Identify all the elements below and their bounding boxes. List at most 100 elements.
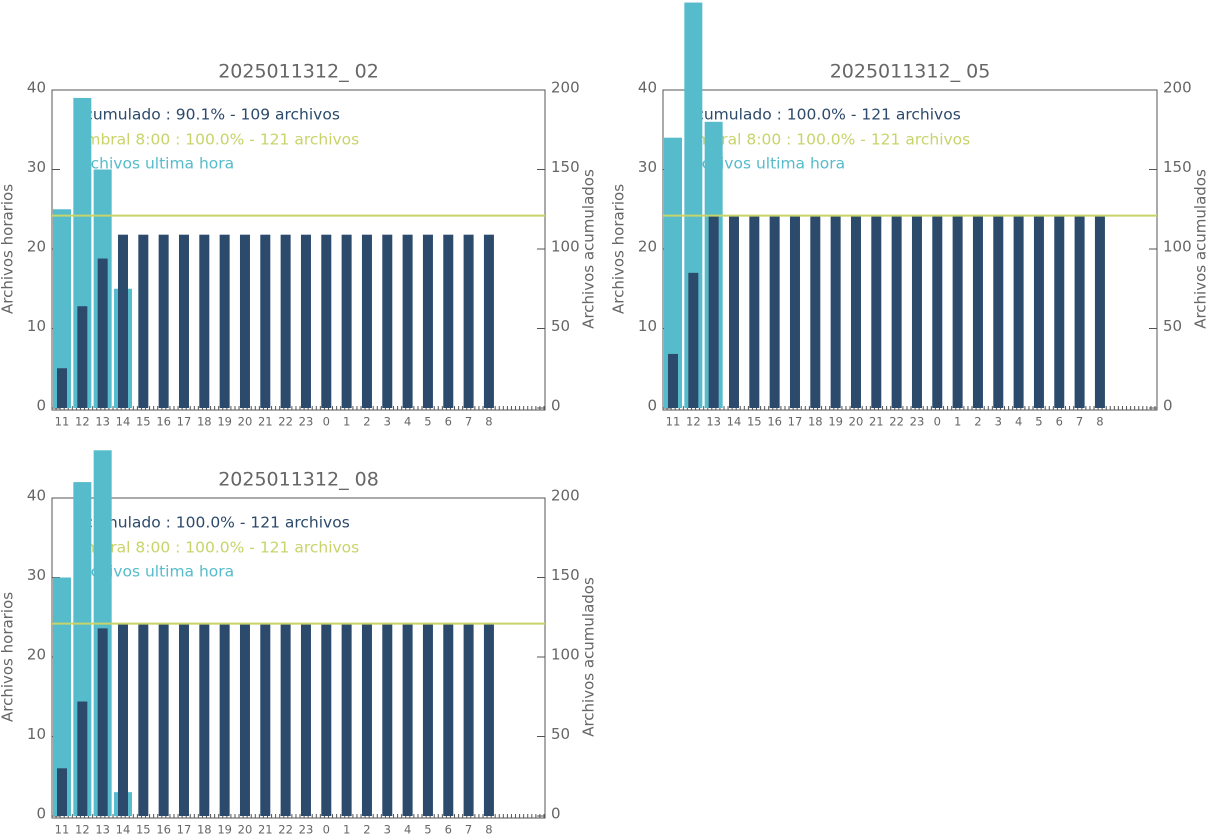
x-tick-label: 22 — [278, 415, 293, 429]
x-tick-label: 11 — [55, 415, 70, 429]
bar — [138, 234, 149, 408]
y-tick-label: 40 — [638, 79, 657, 97]
bar — [382, 623, 393, 816]
bar — [57, 368, 67, 408]
bar — [463, 234, 474, 408]
x-tick-label: 1 — [954, 415, 961, 429]
x-tick-label: 2 — [363, 823, 370, 836]
y2-tick-label: 0 — [551, 805, 561, 823]
x-tick-label: 3 — [384, 823, 391, 836]
x-tick-label: 7 — [465, 415, 472, 429]
bar — [688, 272, 699, 408]
bar — [463, 623, 474, 816]
legend-label: Archivos ultima hora — [74, 563, 234, 581]
legend-label: Acumulado : 100.0% - 121 archivos — [685, 106, 961, 124]
y-tick-label: 40 — [27, 79, 46, 97]
y2-tick-label: 200 — [1163, 79, 1192, 97]
y-tick-label: 40 — [27, 487, 46, 505]
x-tick-label: 17 — [177, 823, 192, 836]
x-tick-label: 19 — [217, 415, 232, 429]
bar — [158, 623, 169, 816]
x-tick-label: 22 — [278, 823, 293, 836]
x-tick-label: 7 — [465, 823, 472, 836]
legend-label: Acumulado : 90.1% - 109 archivos — [74, 106, 340, 124]
x-tick-label: 1 — [343, 823, 350, 836]
bar — [260, 234, 271, 408]
x-tick-label: 4 — [404, 415, 411, 429]
bar — [117, 234, 128, 408]
chart-title: 2025011312_ 08 — [218, 469, 379, 491]
x-tick-label: 15 — [136, 415, 151, 429]
x-tick-label: 12 — [75, 823, 90, 836]
x-tick-label: 4 — [1015, 415, 1022, 429]
y2-axis-label: Archivos acumulados — [580, 169, 598, 329]
bar — [219, 234, 230, 408]
x-tick-label: 8 — [485, 415, 492, 429]
legend-label: Umbral 8:00 : 100.0% - 121 archivos — [74, 539, 359, 557]
x-tick-label: 18 — [197, 823, 212, 836]
bar — [321, 234, 332, 408]
y2-tick-label: 150 — [551, 566, 580, 584]
x-tick-label: 21 — [258, 415, 273, 429]
bar — [382, 234, 393, 408]
y2-axis-label: Archivos acumulados — [580, 577, 598, 737]
bar — [341, 623, 352, 816]
y-tick-label: 0 — [36, 805, 46, 823]
x-tick-label: 15 — [747, 415, 762, 429]
x-tick-label: 20 — [238, 415, 253, 429]
x-tick-label: 1 — [343, 415, 350, 429]
x-tick-label: 0 — [323, 823, 330, 836]
x-tick-label: 20 — [238, 823, 253, 836]
bar — [321, 623, 332, 816]
y-tick-label: 0 — [647, 397, 657, 415]
x-tick-label: 14 — [727, 415, 742, 429]
bar — [443, 234, 454, 408]
chart-title: 2025011312_ 02 — [218, 61, 379, 83]
bar — [422, 623, 433, 816]
bar — [769, 215, 780, 408]
bar — [402, 623, 413, 816]
bar — [280, 623, 291, 816]
bar — [300, 623, 311, 816]
x-tick-label: 18 — [808, 415, 823, 429]
bar — [483, 623, 494, 816]
x-tick-label: 12 — [686, 415, 701, 429]
bar — [749, 215, 760, 408]
y-tick-label: 30 — [638, 158, 657, 176]
x-tick-label: 11 — [666, 415, 681, 429]
x-tick-label: 14 — [116, 415, 131, 429]
bar — [239, 234, 250, 408]
bar — [1013, 215, 1024, 408]
y-axis-label: Archivos horarios — [610, 184, 628, 314]
legend-label: Acumulado : 100.0% - 121 archivos — [74, 514, 350, 532]
x-tick-label: 5 — [1035, 415, 1042, 429]
x-tick-label: 0 — [323, 415, 330, 429]
bar — [138, 623, 149, 816]
bar — [199, 234, 210, 408]
bar — [97, 258, 108, 408]
y2-tick-label: 50 — [1163, 317, 1182, 335]
bar — [57, 768, 67, 816]
x-tick-label: 13 — [95, 823, 110, 836]
y2-tick-label: 100 — [551, 646, 580, 664]
x-tick-label: 5 — [424, 823, 431, 836]
bar — [178, 234, 189, 408]
x-tick-label: 17 — [177, 415, 192, 429]
bar — [993, 215, 1004, 408]
bar — [664, 137, 682, 408]
bar — [728, 215, 739, 408]
y-tick-label: 20 — [638, 238, 657, 256]
plot-frame — [51, 497, 546, 819]
bar — [668, 353, 678, 408]
bar — [1074, 215, 1085, 408]
x-tick-label: 23 — [299, 415, 314, 429]
bar — [952, 215, 963, 408]
plot-frame — [662, 89, 1158, 411]
y-tick-label: 30 — [27, 566, 46, 584]
y-tick-label: 10 — [638, 317, 657, 335]
bar — [178, 623, 189, 816]
x-tick-label: 8 — [1096, 415, 1103, 429]
x-tick-label: 17 — [788, 415, 803, 429]
legend-label: Umbral 8:00 : 100.0% - 121 archivos — [74, 131, 359, 149]
